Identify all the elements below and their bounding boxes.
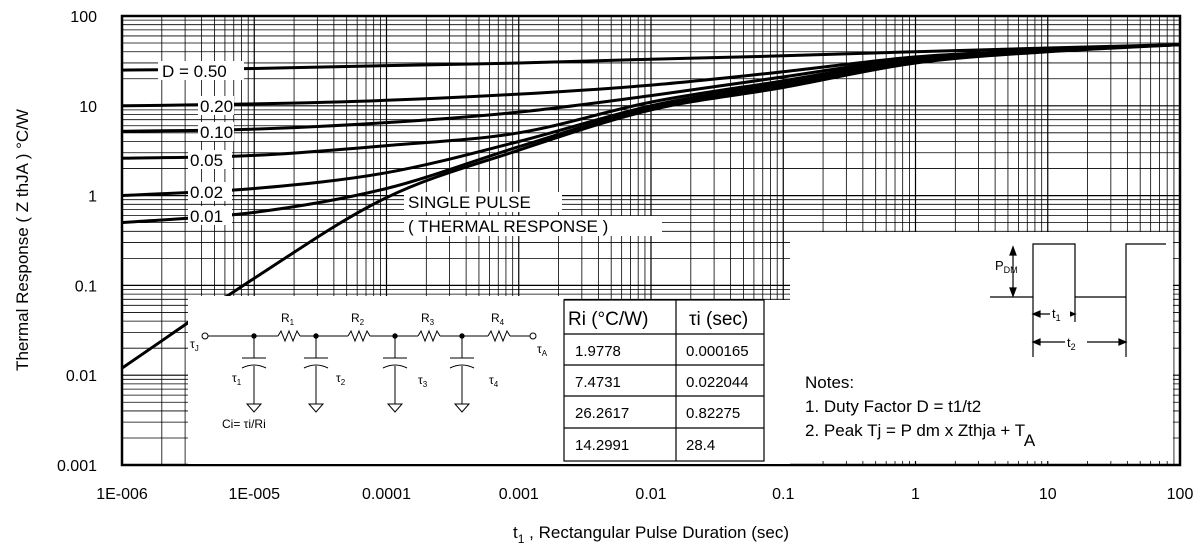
y-axis-title: Thermal Response ( Z thJA ) °C/W (13, 109, 32, 371)
x-tick-label: 0.001 (499, 486, 539, 503)
note-duty-factor: 1. Duty Factor D = t1/t2 (805, 397, 981, 416)
x-tick-label: 0.0001 (362, 486, 411, 503)
x-tick-label: 1E-005 (228, 486, 280, 503)
x-tick-label: 1 (911, 486, 920, 503)
x-tick-label: 0.1 (772, 486, 794, 503)
series-line-6 (121, 43, 1181, 370)
y-tick-label: 0.01 (66, 368, 97, 385)
tau3-label: τ3 (418, 373, 428, 389)
pdm-label: PDM (995, 258, 1018, 275)
y-tick-label: 0.1 (75, 278, 97, 295)
r4-label: R4 (491, 311, 505, 327)
notes-title: Notes: (805, 373, 854, 392)
table-cell: 26.2617 (575, 405, 629, 422)
x-tick-labels: 1E-006 1E-005 0.0001 0.001 0.01 0.1 1 10 100 (96, 486, 1193, 503)
table-cell: 0.000165 (686, 343, 749, 360)
notes-panel: PDM t1 t2 Notes: 1. Duty Factor D = t1/t… (790, 232, 1173, 461)
table-cell: 7.4731 (575, 374, 621, 391)
r3-label: R3 (421, 311, 435, 327)
t2-label: t2 (1067, 335, 1076, 352)
y-tick-label: 0.001 (57, 458, 97, 475)
tau-a-label: τA (537, 342, 548, 358)
table-cell: 1.9778 (575, 343, 621, 360)
plot-frame (120, 14, 1182, 467)
tau1-label: τ1 (232, 371, 242, 387)
series-label-d010: 0.10 (200, 123, 233, 142)
tau-j-label: τJ (190, 337, 199, 353)
rc-network-panel: R1 R2 R3 R4 τJ τA τ1 τ2 τ3 τ4 Ci= τi/Ri (188, 296, 564, 464)
single-pulse-label: SINGLE PULSE (408, 193, 531, 212)
curve-labels: D = 0.50 0.20 0.10 0.05 0.02 0.01 SINGLE… (158, 61, 662, 236)
x-tick-label: 0.01 (635, 486, 666, 503)
y-tick-label: 10 (79, 99, 97, 116)
series-label-d050: D = 0.50 (162, 62, 227, 81)
y-tick-label: 1 (88, 189, 97, 206)
tau4-label: τ4 (489, 373, 499, 389)
table-header-ri: Ri (°C/W) (568, 309, 648, 330)
table-cell: 0.82275 (686, 405, 740, 422)
table-cell: 28.4 (686, 437, 715, 454)
thermal-response-label: ( THERMAL RESPONSE ) (408, 217, 608, 236)
curves (121, 43, 1181, 370)
x-tick-label: 100 (1167, 486, 1194, 503)
x-tick-label: 1E-006 (96, 486, 148, 503)
x-axis-title: t1 , Rectangular Pulse Duration (sec) (513, 523, 789, 546)
t1-label: t1 (1052, 306, 1061, 323)
table-cell: 0.022044 (686, 374, 749, 391)
table-cell: 14.2991 (575, 437, 629, 454)
series-label-d020: 0.20 (200, 97, 233, 116)
tau2-label: τ2 (336, 371, 346, 387)
series-label-d001: 0.01 (190, 207, 223, 226)
y-tick-labels: 0.001 0.01 0.1 1 10 100 (57, 9, 97, 475)
ci-formula: Ci= τi/Ri (222, 417, 266, 431)
series-line-0 (121, 43, 1181, 72)
x-tick-label: 10 (1039, 486, 1057, 503)
rc-table: Ri (°C/W) τi (sec) 1.9778 0.000165 7.473… (563, 299, 790, 464)
series-label-d005: 0.05 (190, 151, 223, 170)
note-peak-tj: 2. Peak Tj = P dm x Zthja + TA (805, 421, 1036, 450)
table-header-tau: τi (sec) (689, 309, 748, 330)
y-tick-label: 100 (70, 9, 97, 26)
series-label-d002: 0.02 (190, 183, 223, 202)
r2-label: R2 (351, 311, 365, 327)
r1-label: R1 (281, 311, 295, 327)
